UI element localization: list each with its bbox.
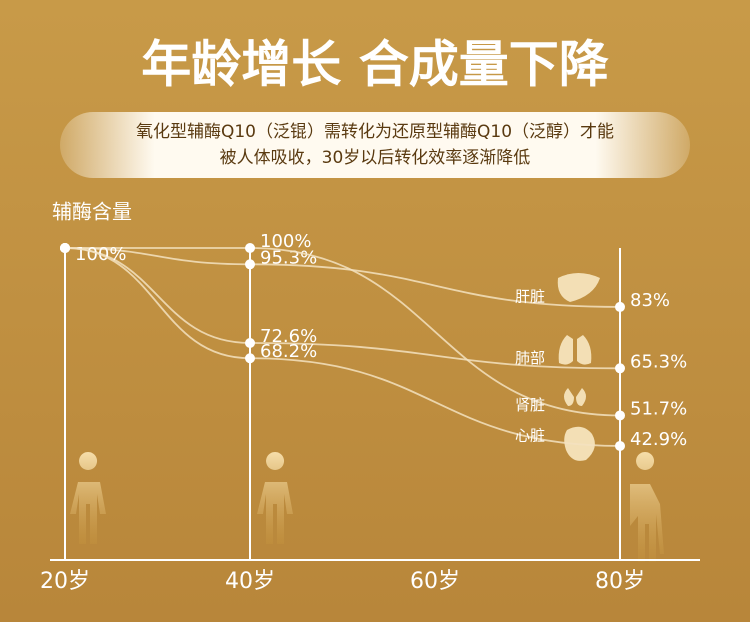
series-name: 肝脏 xyxy=(515,287,545,305)
data-point xyxy=(615,363,625,374)
data-point xyxy=(615,440,625,451)
liver-icon xyxy=(557,273,600,302)
subtitle-box xyxy=(60,112,690,178)
figure-elder xyxy=(630,452,664,562)
title: 年龄增长 合成量下降 xyxy=(141,36,608,94)
x-tick-label: 40岁 xyxy=(225,569,275,594)
x-tick-label: 60岁 xyxy=(410,569,460,594)
data-point xyxy=(615,301,625,312)
series-line xyxy=(65,247,621,417)
data-label: 68.2% xyxy=(260,341,317,362)
data-label: 72.6% xyxy=(260,326,317,347)
data-point xyxy=(245,337,255,348)
figure-adult xyxy=(257,452,293,544)
data-point xyxy=(615,410,625,421)
series-line xyxy=(64,247,621,370)
series-line xyxy=(64,247,621,447)
data-label: 42.9% xyxy=(630,429,687,450)
series-line xyxy=(64,247,621,308)
data-label: 100% xyxy=(260,231,311,252)
series-name: 肾脏 xyxy=(515,396,545,414)
subtitle: 被人体吸收，30岁以后转化效率逐渐降低 xyxy=(220,148,531,168)
x-tick-label: 80岁 xyxy=(595,569,645,594)
data-label: 51.7% xyxy=(630,398,687,419)
series-name: 心脏 xyxy=(515,426,545,444)
figures xyxy=(70,452,664,562)
data-point xyxy=(60,243,70,253)
subtitle: 氧化型辅酶Q10（泛锟）需转化为还原型辅酶Q10（泛醇）才能 xyxy=(136,122,614,142)
data-point xyxy=(245,353,255,364)
series-name: 肺部 xyxy=(515,349,545,367)
data-label: 83% xyxy=(630,290,670,311)
data-label: 65.3% xyxy=(630,351,687,372)
y-axis-label: 辅酶含量 xyxy=(52,200,132,224)
lung-icon xyxy=(558,335,592,365)
figure-young xyxy=(70,452,106,544)
kidney-icon xyxy=(564,388,586,406)
data-point xyxy=(245,259,255,270)
x-tick-label: 20岁 xyxy=(40,569,90,594)
data-point xyxy=(245,243,255,253)
